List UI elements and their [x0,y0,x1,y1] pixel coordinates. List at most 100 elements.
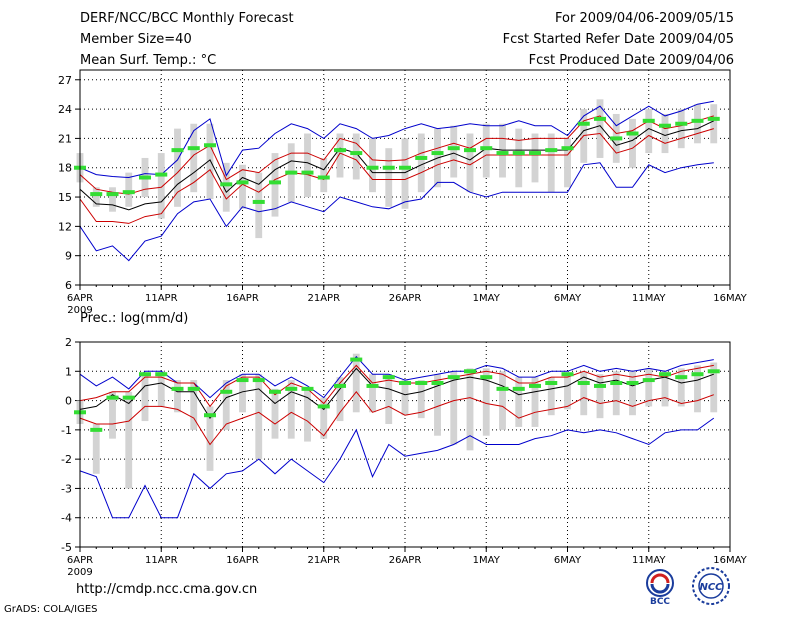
x-tick-label: 11APR [145,293,178,304]
spread-bar [661,371,669,407]
ncc-logo-text: NCC [699,582,723,593]
spread-bar [141,374,149,422]
observed-marker [431,151,444,156]
observed-marker [480,375,493,380]
spread-bar [515,128,523,188]
observed-marker [594,383,606,388]
spread-bar [385,148,393,207]
spread-bar [450,125,458,178]
spread-bar [694,365,701,413]
x-tick-label: 1MAY [473,555,501,566]
x-tick-label: 6MAY [554,555,582,566]
spread-bar [125,172,133,207]
spread-bar [710,104,718,144]
x-tick-label: 6MAY [554,293,582,304]
y-tick-label: -2 [61,453,72,466]
x-tick-label: 11MAY [632,293,666,304]
observed-marker [496,151,509,156]
spread-bar [369,138,376,193]
observed-marker [269,180,281,185]
spread-bar [547,377,555,416]
observed-marker [545,381,558,385]
observed-marker [610,381,623,385]
x-tick-label: 6APR [67,293,93,304]
ncc-logo: NCC [692,567,730,605]
observed-marker [464,148,476,153]
observed-marker [675,121,688,126]
y-tick-label: 6 [65,279,72,292]
observed-marker [171,386,184,391]
observed-marker [707,116,720,121]
spread-bar [401,138,409,209]
spread-bar [661,113,669,154]
observed-marker [301,386,314,391]
spread-bar [499,371,506,430]
y-tick-label: 0 [65,395,72,408]
spread-bar [304,133,311,198]
x-tick-label: 1MAY [473,293,501,304]
x-tick-label: 11APR [145,555,178,566]
series-line-min [79,162,714,262]
observed-marker [139,372,151,377]
observed-marker [317,175,330,180]
bcc-logo: BCC [646,569,674,606]
spread-bar [255,374,263,460]
y-tick-label: -4 [61,512,72,525]
header-member-size: Member Size=40 [80,32,192,47]
observed-marker [626,381,639,385]
spread-bar [320,157,328,193]
y-tick-label: 12 [58,220,72,233]
observed-marker [594,116,606,121]
spread-bar [287,380,295,439]
observed-marker [496,386,509,391]
spread-bar [466,133,474,193]
spread-bar [92,424,100,474]
observed-marker [366,383,379,388]
spread-bar [596,374,604,419]
y-tick-label: 27 [58,74,72,87]
header-left: DERF/NCC/BCC Monthly Forecast Member Siz… [80,10,294,73]
series-line-ensemble_mean [79,120,715,211]
spread-bar [239,164,246,209]
footer-url[interactable]: http://cmdp.ncc.cma.gov.cn [76,582,258,597]
spread-bar [336,377,344,422]
observed-marker [171,148,184,153]
observed-marker [415,155,428,160]
observed-marker [366,165,379,170]
spread-bar [190,380,198,430]
x-tick-label: 16MAY [713,555,747,566]
header-right: For 2009/04/06-2009/05/15 Fcst Started R… [503,10,734,73]
spread-bar [531,133,539,183]
observed-marker [399,165,411,170]
header-variable: Mean Surf. Temp.: °C [80,53,217,68]
spread-bar [645,368,653,407]
observed-marker [626,131,639,136]
x-tick-label: 16APR [226,555,259,566]
spread-bar [222,380,230,430]
y-tick-label: -5 [61,541,72,554]
header-started-date: Fcst Started Refer Date 2009/04/05 [502,32,734,47]
spread-bar [271,388,279,439]
observed-marker [187,386,200,391]
observed-marker [480,146,493,151]
observed-marker [577,381,590,385]
observed-marker [301,170,314,175]
observed-marker [350,151,363,156]
spread-bar [694,104,701,144]
y-tick-label: 24 [58,103,72,116]
spread-bar [434,374,441,436]
observed-marker [415,381,428,385]
spread-bar [157,371,165,407]
observed-marker [350,357,363,362]
observed-marker [317,404,330,409]
observed-marker [561,372,574,377]
x-tick-label: 21APR [307,293,340,304]
x-tick-label: 16MAY [713,293,747,304]
y-tick-label: 15 [58,191,72,204]
header-title: DERF/NCC/BCC Monthly Forecast [80,11,294,26]
observed-marker [447,146,460,151]
observed-marker [642,378,655,383]
observed-marker [334,383,346,388]
